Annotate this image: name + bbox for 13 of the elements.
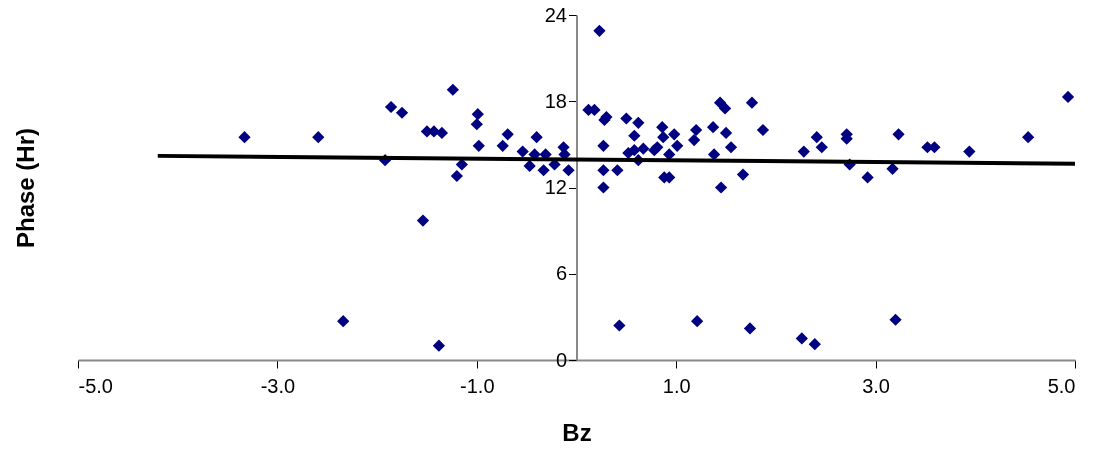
y-axis-title: Phase (Hr) (11, 127, 39, 249)
x-tick-label: 5.0 (1047, 374, 1076, 397)
y-tick-label: 24 (544, 3, 567, 26)
x-tick-label: -5.0 (78, 374, 113, 397)
x-tick-label: -3.0 (260, 374, 296, 397)
x-tick-label: 1.0 (662, 374, 691, 397)
x-tick-label: 3.0 (862, 374, 891, 397)
y-tick-label: 18 (544, 89, 567, 112)
x-tick-label: -1.0 (460, 374, 495, 397)
y-tick-label: 6 (555, 262, 567, 285)
x-axis-title: Bz (562, 418, 592, 446)
y-tick-label: 0 (555, 348, 567, 371)
y-tick-label: 12 (544, 176, 567, 198)
